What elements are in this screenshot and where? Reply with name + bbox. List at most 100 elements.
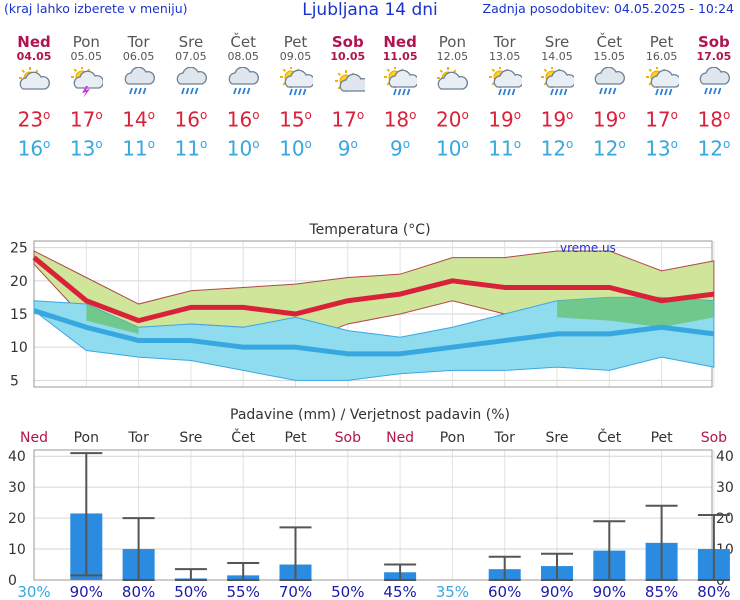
min-temp: 10o <box>226 136 260 161</box>
max-temp: 16o <box>174 107 208 132</box>
partly-cloudy-icon <box>437 67 469 90</box>
day-date: 06.05 <box>122 50 155 63</box>
day-date: 13.05 <box>488 50 521 63</box>
x-day-label: Čet <box>231 428 255 446</box>
x-day-label: Čet <box>597 428 621 446</box>
x-day-label: Sob <box>335 430 361 446</box>
forecast-day: Pon 12.05 20o 10o <box>426 34 478 160</box>
location-hint: (kraj lahko izberete v meniju) <box>4 1 188 16</box>
probability-label: 80% <box>122 583 155 600</box>
overlap-band <box>557 297 714 328</box>
day-date: 11.05 <box>382 50 418 63</box>
forecast-day: Čet 08.05 16o 10o <box>217 34 269 160</box>
forecast-day: Sob 17.05 18o 12o <box>688 34 740 160</box>
probability-label: 50% <box>174 583 207 600</box>
min-temp: 11o <box>488 136 522 161</box>
y-tick-label-right: 20 <box>716 511 734 527</box>
y-tick-label-right: 40 <box>716 449 734 465</box>
day-date: 12.05 <box>436 50 469 63</box>
probability-label: 60% <box>488 583 521 600</box>
day-name: Pet <box>649 33 674 51</box>
x-day-label: Sre <box>179 430 202 446</box>
day-date: 04.05 <box>16 50 52 63</box>
min-temp: 12o <box>697 136 731 161</box>
overlap-band <box>86 304 139 334</box>
rain-cloud-icon <box>176 67 207 95</box>
min-temp-band <box>33 296 715 381</box>
max-temp: 23o <box>17 107 51 132</box>
max-temp: 20o <box>435 107 469 132</box>
probability-label: 80% <box>697 583 730 600</box>
probability-label: 85% <box>645 583 678 600</box>
day-name: Ned <box>383 33 417 51</box>
day-name: Pon <box>72 33 100 51</box>
day-name: Sob <box>697 33 730 51</box>
forecast-day: Tor 06.05 14o 11o <box>113 34 165 160</box>
day-date: 07.05 <box>175 50 207 63</box>
max-temp: 17o <box>645 107 678 132</box>
rain-cloud-icon <box>594 67 626 95</box>
max-temp: 18o <box>697 107 731 132</box>
forecast-day: Tor 13.05 19o 11o <box>479 34 531 160</box>
y-tick-label: 40 <box>8 449 26 465</box>
forecast-day: Čet 15.05 19o 12o <box>583 34 635 160</box>
probability-label: 35% <box>436 583 469 600</box>
forecast-day: Pet 09.05 15o 10o <box>270 34 322 160</box>
min-temp: 11o <box>174 136 208 161</box>
x-day-label: Ned <box>386 430 414 446</box>
x-day-label: Ned <box>20 430 48 446</box>
page-title: Ljubljana 14 dni <box>302 0 438 20</box>
y-tick-label: 20 <box>8 511 26 527</box>
probability-label: 90% <box>70 583 103 600</box>
max-temp: 18o <box>383 107 417 132</box>
day-date: 15.05 <box>593 50 626 63</box>
max-temp: 16o <box>226 107 260 132</box>
day-date: 08.05 <box>227 50 259 63</box>
min-temp: 9o <box>390 136 411 161</box>
forecast-day: Pon 05.05 17o 13o <box>60 34 112 160</box>
probability-label: 70% <box>279 583 312 600</box>
day-date: 10.05 <box>330 50 366 63</box>
probability-label: 55% <box>227 583 260 600</box>
min-temp: 12o <box>540 136 574 161</box>
y-tick-label: 10 <box>8 542 26 558</box>
thunderstorm-icon <box>71 67 104 97</box>
y-tick-label: 25 <box>10 241 28 257</box>
day-date: 16.05 <box>645 50 678 63</box>
day-name: Čet <box>230 33 256 51</box>
probability-label: 45% <box>383 583 416 600</box>
sun-rain-icon <box>488 67 522 96</box>
max-temp: 17o <box>331 107 365 132</box>
watermark: vreme.us <box>560 241 616 255</box>
min-temp: 10o <box>279 136 312 161</box>
day-name: Pon <box>438 33 466 51</box>
temperature-chart: Temperatura (°C) 5 10 15 20 25 vreme.us <box>10 222 715 389</box>
y-tick-label: 20 <box>10 274 28 290</box>
max-temp: 19o <box>592 107 626 132</box>
chart-title: Padavine (mm) / Verjetnost padavin (%) <box>230 407 510 423</box>
x-day-label: Sre <box>546 430 569 446</box>
y-tick-label: 30 <box>8 480 26 496</box>
y-tick-label: 15 <box>10 307 28 323</box>
max-temp: 15o <box>279 107 312 132</box>
forecast-day: Sob 10.05 17o 9o <box>322 34 374 160</box>
day-date: 14.05 <box>541 50 573 63</box>
day-name: Sre <box>178 33 204 51</box>
y-tick-label-right: 30 <box>716 480 734 496</box>
sunny-icon <box>334 70 365 92</box>
x-day-label: Pet <box>284 430 307 446</box>
x-day-label: Pon <box>74 430 99 446</box>
day-date: 05.05 <box>70 50 103 63</box>
forecast-day: Pet 16.05 17o 13o <box>636 34 688 160</box>
sun-rain-icon <box>645 67 679 96</box>
partly-cloudy-icon <box>19 67 50 90</box>
x-day-label: Sob <box>701 430 727 446</box>
probability-label: 30% <box>17 583 50 600</box>
max-temp-line <box>32 255 715 324</box>
forecast-day: Ned 04.05 23o 16o <box>8 34 60 160</box>
probability-label: 90% <box>593 583 626 600</box>
x-day-label: Pet <box>651 430 674 446</box>
rain-cloud-icon <box>699 67 730 95</box>
chart-title: Temperatura (°C) <box>308 222 430 238</box>
max-temp: 14o <box>122 107 155 132</box>
